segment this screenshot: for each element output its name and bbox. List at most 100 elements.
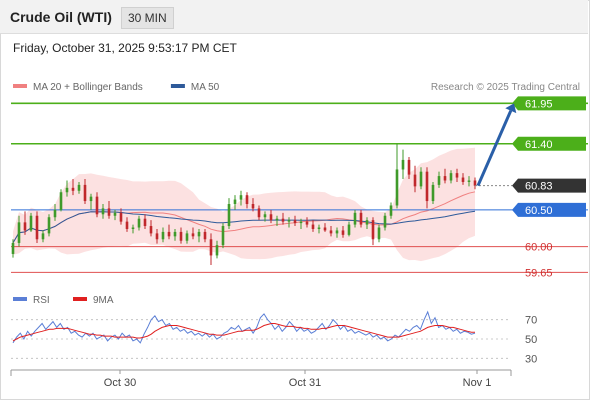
candle-body	[161, 231, 165, 240]
x-tick-label-2: Nov 1	[463, 377, 492, 389]
timestamp: Friday, October 31, 2025 9:53:17 PM CET	[13, 41, 237, 55]
legend-swatch-1	[170, 84, 185, 88]
bollinger-band	[13, 147, 475, 262]
candle-body	[251, 204, 255, 209]
candle-body	[257, 208, 261, 218]
candle-body	[245, 195, 249, 204]
candle-body	[89, 196, 93, 202]
level-label-60.00: 60.00	[525, 242, 553, 254]
last-price-label: 60.83	[525, 181, 553, 193]
candle-body	[275, 218, 279, 221]
candle-body	[209, 239, 213, 256]
candle-body	[107, 208, 111, 216]
candle-body	[401, 159, 405, 170]
rsi-tick-50: 50	[525, 334, 537, 346]
candle-body	[83, 184, 87, 202]
candle-body	[293, 220, 297, 224]
candle-body	[269, 214, 273, 221]
rsi-tick-30: 30	[525, 353, 537, 365]
rsi-tick-70: 70	[525, 315, 537, 327]
interval-badge[interactable]: 30 MIN	[121, 7, 174, 29]
candle-body	[437, 176, 441, 185]
legend-label-1: MA 50	[191, 82, 220, 93]
candle-body	[131, 227, 135, 229]
candle-body	[239, 195, 243, 200]
candle-body	[143, 218, 147, 227]
candle-body	[185, 233, 189, 241]
candle-body	[281, 218, 285, 222]
candle-body	[359, 212, 363, 225]
candle-body	[95, 196, 99, 215]
candle-body	[455, 173, 459, 178]
candle-body	[59, 192, 63, 210]
copyright-text: Research © 2025 Trading Central	[431, 82, 580, 93]
candle-body	[431, 184, 435, 202]
level-label-61.40: 61.40	[525, 139, 553, 151]
candle-body	[167, 231, 171, 237]
candle-body	[77, 184, 81, 191]
candle-body	[41, 233, 45, 240]
candle-body	[347, 224, 351, 235]
candle-body	[173, 231, 177, 237]
x-tick-label-1: Oct 31	[289, 377, 321, 389]
level-tag-61.40	[512, 136, 586, 151]
candle-body	[17, 222, 21, 243]
projection-arrow	[476, 110, 513, 187]
level-label-61.95: 61.95	[525, 98, 553, 110]
candle-body	[389, 205, 393, 216]
candle-body	[461, 177, 465, 182]
candle-body	[341, 230, 345, 235]
candle-body	[197, 231, 201, 237]
candle-body	[11, 242, 15, 254]
ma50-line	[12, 210, 476, 244]
candle-body	[383, 215, 387, 228]
candle-body	[413, 174, 417, 187]
candle-body	[335, 230, 339, 234]
candle-body	[395, 169, 399, 206]
level-tag-60.50	[512, 202, 586, 217]
candle-body	[287, 220, 291, 222]
candle-body	[65, 187, 69, 193]
candle-body	[353, 212, 357, 225]
candle-body	[125, 221, 129, 229]
candle-body	[23, 222, 27, 231]
rsi-ma-line	[12, 323, 475, 342]
candle-body	[323, 227, 327, 231]
candle-body	[317, 227, 321, 229]
rsi-line	[12, 310, 476, 344]
candle-body	[113, 212, 117, 216]
candle-body	[221, 226, 225, 246]
candle-body	[101, 208, 105, 215]
candle-body	[119, 212, 123, 222]
candle-body	[179, 231, 183, 241]
candle-body	[137, 218, 141, 228]
candle-body	[191, 233, 195, 237]
chart-header: Crude Oil (WTI) 30 MIN	[0, 0, 588, 34]
candle-body	[311, 224, 315, 229]
x-tick-label-0: Oct 30	[104, 377, 136, 389]
level-label-60.50: 60.50	[525, 205, 553, 217]
candle-body	[419, 171, 423, 187]
candle-body	[425, 171, 429, 202]
candle-body	[53, 209, 57, 218]
candle-body	[227, 204, 231, 227]
candle-body	[35, 215, 39, 240]
candle-body	[473, 180, 477, 186]
candle-body	[215, 245, 219, 256]
rsi-legend-label-1: 9MA	[93, 295, 114, 306]
candle-body	[467, 180, 471, 182]
candle-body	[71, 187, 75, 191]
candle-body	[155, 233, 159, 240]
candle-body	[47, 217, 51, 234]
candle-body	[371, 220, 375, 240]
instrument-title: Crude Oil (WTI)	[10, 9, 112, 25]
rsi-legend-swatch-0	[13, 297, 27, 301]
rsi-legend-swatch-1	[73, 297, 87, 301]
candle-body	[263, 214, 267, 218]
projection-arrowhead	[505, 103, 517, 114]
candle-body	[407, 159, 411, 175]
candle-body	[449, 173, 453, 181]
candle-body	[299, 221, 303, 224]
candle-body	[233, 199, 237, 204]
